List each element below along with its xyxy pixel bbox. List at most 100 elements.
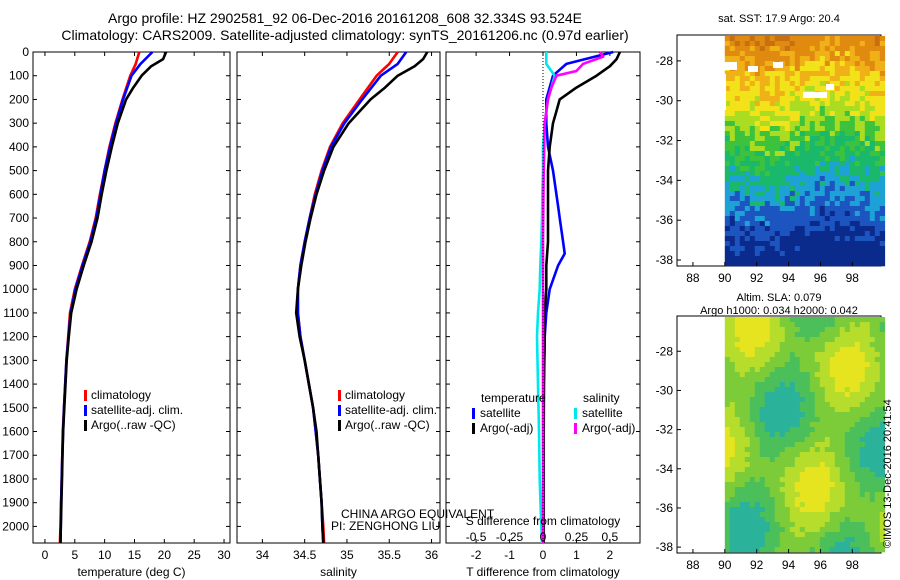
heatmap-cell	[879, 442, 886, 448]
heatmap-cell	[764, 166, 771, 172]
heatmap-cell	[729, 497, 736, 503]
heatmap-cell	[874, 447, 881, 453]
heatmap-cell	[774, 517, 781, 523]
heatmap-cell	[764, 71, 771, 77]
heatmap-cell	[849, 116, 856, 122]
heatmap-cell	[819, 231, 826, 237]
heatmap-cell	[744, 261, 751, 267]
heatmap-cell	[839, 116, 846, 122]
heatmap-cell	[774, 477, 781, 483]
heatmap-cell	[799, 176, 806, 182]
heatmap-cell	[809, 457, 816, 463]
heatmap-cell	[874, 106, 881, 112]
heatmap-cell	[849, 537, 856, 543]
heatmap-cell	[834, 522, 841, 528]
heatmap-cell	[869, 66, 876, 72]
heatmap-cell	[869, 397, 876, 403]
heatmap-cell	[854, 522, 861, 528]
heatmap-cell	[744, 66, 751, 72]
heatmap-cell	[799, 402, 806, 408]
heatmap-cell	[844, 477, 851, 483]
heatmap-cell	[859, 347, 866, 353]
heatmap-cell	[759, 116, 766, 122]
heatmap-cell	[789, 116, 796, 122]
heatmap-cell	[879, 317, 886, 323]
heatmap-cell	[854, 437, 861, 443]
heatmap-cell	[759, 317, 766, 323]
heatmap-cell	[744, 362, 751, 368]
heatmap-cell	[854, 146, 861, 152]
heatmap-cell	[749, 402, 756, 408]
heatmap-cell	[869, 407, 876, 413]
heatmap-cell	[879, 126, 886, 132]
heatmap-cell	[839, 332, 846, 338]
heatmap-cell	[824, 106, 831, 112]
heatmap-cell	[789, 261, 796, 267]
heatmap-cell	[784, 66, 791, 72]
y-tick-label: 600	[9, 187, 29, 201]
heatmap-cell	[799, 432, 806, 438]
heatmap-cell	[769, 322, 776, 328]
heatmap-cell	[879, 437, 886, 443]
heatmap-cell	[874, 136, 881, 142]
heatmap-cell	[819, 447, 826, 453]
heatmap-cell	[804, 186, 811, 192]
heatmap-cell	[819, 146, 826, 152]
heatmap-cell	[854, 427, 861, 433]
heatmap-cell	[859, 136, 866, 142]
heatmap-cell	[814, 66, 821, 72]
heatmap-cell	[879, 542, 886, 548]
heatmap-cell	[849, 151, 856, 157]
heatmap-cell	[819, 457, 826, 463]
heatmap-cell	[784, 332, 791, 338]
heatmap-cell	[854, 462, 861, 468]
heatmap-cell	[789, 56, 796, 62]
heatmap-cell	[754, 166, 761, 172]
heatmap-cell	[789, 141, 796, 147]
heatmap-cell	[804, 56, 811, 62]
heatmap-cell	[724, 251, 731, 257]
heatmap-cell	[859, 357, 866, 363]
heatmap-cell	[754, 372, 761, 378]
heatmap-cell	[779, 447, 786, 453]
heatmap-cell	[874, 327, 881, 333]
heatmap-cell	[824, 387, 831, 393]
heatmap-cell	[749, 81, 756, 87]
heatmap-cell	[834, 387, 841, 393]
heatmap-cell	[749, 532, 756, 538]
heatmap-cell	[754, 196, 761, 202]
heatmap-cell	[779, 387, 786, 393]
heatmap-cell	[814, 352, 821, 358]
heatmap-cell	[769, 116, 776, 122]
heatmap-cell	[864, 437, 871, 443]
heatmap-cell	[834, 246, 841, 252]
heatmap-cell	[764, 96, 771, 102]
heatmap-cell	[744, 136, 751, 142]
heatmap-cell	[849, 422, 856, 428]
heatmap-cell	[874, 196, 881, 202]
heatmap-cell	[789, 81, 796, 87]
heatmap-cell	[764, 317, 771, 323]
heatmap-cell	[759, 176, 766, 182]
heatmap-cell	[849, 201, 856, 207]
heatmap-cell	[824, 407, 831, 413]
heatmap-cell	[879, 246, 886, 252]
heatmap-cell	[854, 402, 861, 408]
legend-swatch	[338, 405, 341, 416]
heatmap-cell	[824, 176, 831, 182]
heatmap-cell	[754, 392, 761, 398]
heatmap-cell	[879, 382, 886, 388]
heatmap-cell	[799, 442, 806, 448]
heatmap-cell	[849, 66, 856, 72]
heatmap-cell	[749, 36, 756, 42]
heatmap-cell	[864, 467, 871, 473]
heatmap-cell	[834, 156, 841, 162]
heatmap-cell	[844, 362, 851, 368]
heatmap-cell	[754, 337, 761, 343]
heatmap-cell	[819, 81, 826, 87]
heatmap-cell	[824, 382, 831, 388]
heatmap-cell	[749, 332, 756, 338]
heatmap-cell	[874, 251, 881, 257]
heatmap-cell	[809, 51, 816, 57]
heatmap-cell	[799, 527, 806, 533]
